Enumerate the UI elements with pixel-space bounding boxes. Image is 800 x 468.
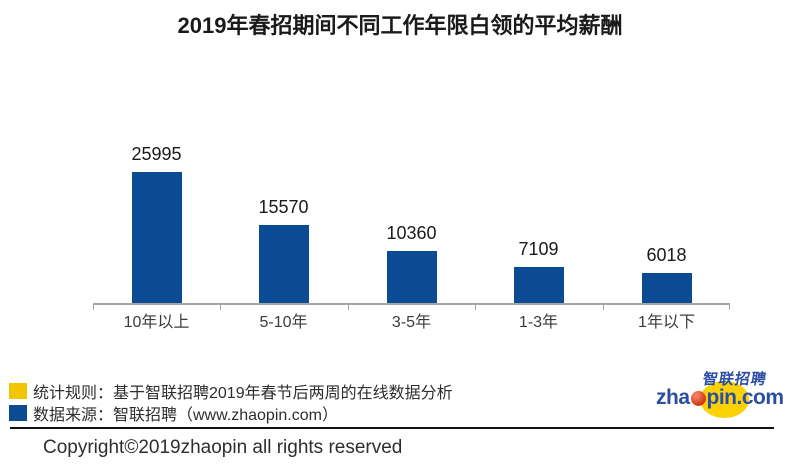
x-axis-tick: [93, 304, 94, 310]
bar: [513, 267, 564, 303]
bar-slot-0: 25995 10年以上: [93, 140, 220, 340]
bar: [386, 251, 437, 303]
bar-value-label: 25995: [131, 144, 182, 164]
bar-category-label: 1-3年: [518, 314, 559, 331]
zhaopin-logo: 智联招聘 zha pin.com: [640, 362, 800, 424]
footnote-legend: 统计规则：基于智联招聘2019年春节后两周的在线数据分析 数据来源：智联招聘（w…: [9, 380, 453, 424]
x-axis-tick: [729, 304, 730, 310]
logo-domain-text: zha pin.com: [656, 386, 784, 410]
footer-divider: [10, 427, 774, 429]
bar-slot-4: 6018 1年以下: [603, 140, 730, 340]
logo-yellow-ellipse: [700, 381, 749, 418]
x-axis-tick: [603, 304, 604, 310]
blue-swatch-icon: [9, 405, 27, 421]
x-axis-tick: [348, 304, 349, 310]
logo-domain-suffix: pin.com: [706, 386, 785, 409]
yellow-swatch-icon: [9, 383, 27, 399]
bar-category-label: 1年以下: [638, 314, 695, 331]
logo-red-dot-icon: [690, 391, 706, 406]
x-axis-line: [93, 303, 730, 305]
bar-category-label: 5-10年: [259, 314, 308, 331]
bar-value-label: 10360: [386, 223, 437, 243]
bar-value-label: 7109: [518, 239, 559, 259]
bar-chart: 25995 10年以上 15570 5-10年 10360 3-5年 7109 1-3年 601…: [93, 140, 730, 340]
bar: [131, 172, 182, 303]
statistics-rule-label: 统计规则：基于智联招聘2019年春节后两周的在线数据分析: [33, 385, 453, 402]
bar-slot-3: 7109 1-3年: [475, 140, 602, 340]
bar-category-label: 10年以上: [123, 314, 190, 331]
bar: [641, 273, 692, 303]
bar-slot-1: 15570 5-10年: [220, 140, 347, 340]
data-source-label: 数据来源：智联招聘（www.zhaopin.com）: [33, 407, 338, 424]
bar-category-label: 3-5年: [391, 314, 432, 331]
bar-value-label: 15570: [258, 197, 309, 217]
x-axis-tick: [475, 304, 476, 310]
x-axis-tick: [220, 304, 221, 310]
chart-title: 2019年春招期间不同工作年限白领的平均薪酬: [177, 13, 623, 38]
bar-slot-2: 10360 3-5年: [348, 140, 475, 340]
copyright-text: Copyright©2019zhaopin all rights reserve…: [43, 437, 403, 458]
legend-row-statistics-rule: 统计规则：基于智联招聘2019年春节后两周的在线数据分析: [9, 380, 453, 402]
bar: [258, 225, 309, 303]
legend-row-data-source: 数据来源：智联招聘（www.zhaopin.com）: [9, 402, 453, 424]
logo-domain-prefix: zha: [656, 386, 690, 409]
bar-value-label: 6018: [646, 245, 687, 265]
